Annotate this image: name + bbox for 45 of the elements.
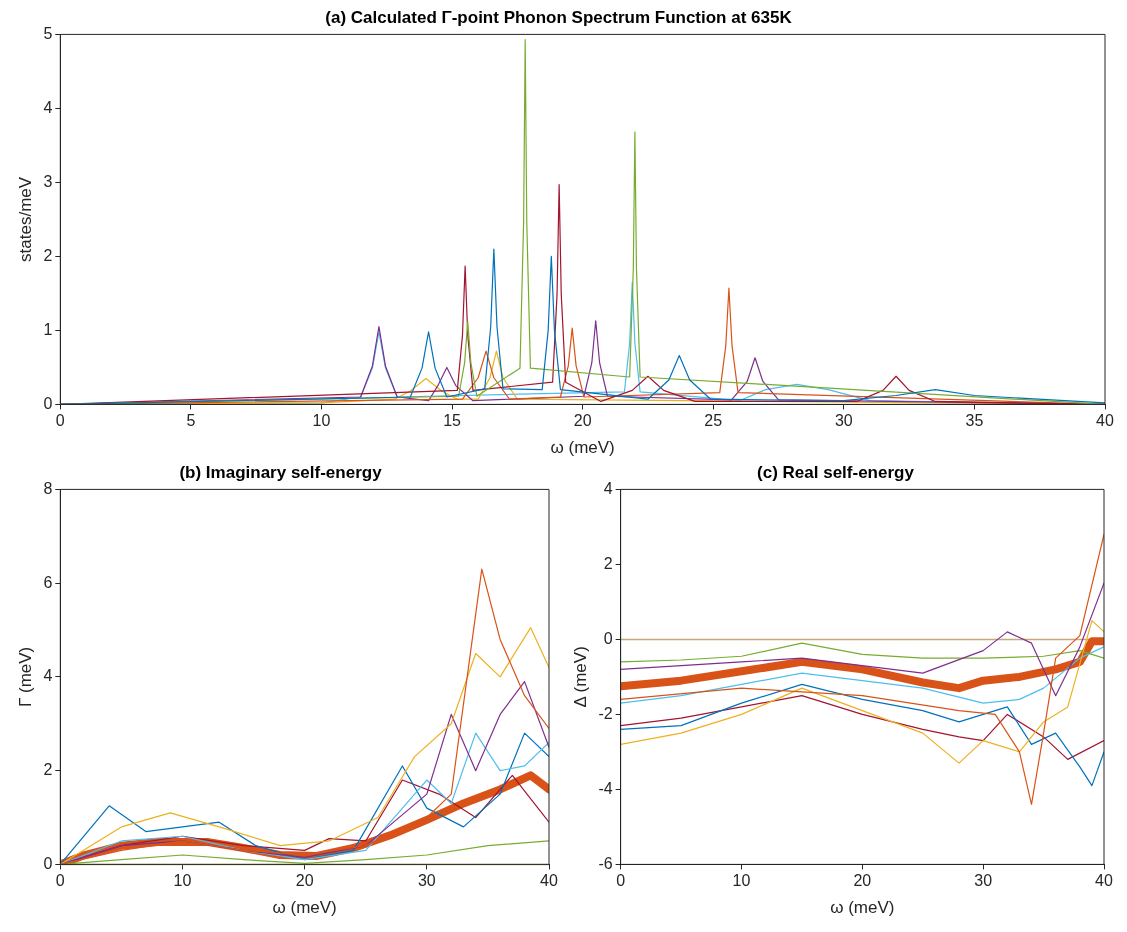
y-axis-title: Δ (meV) <box>570 646 590 708</box>
y-tick-label: 8 <box>43 479 53 497</box>
y-tick-label: 4 <box>43 98 53 116</box>
x-axis-title: ω (meV) <box>830 898 895 918</box>
x-axis-title: ω (meV) <box>550 438 615 458</box>
y-tick-label: 2 <box>603 554 613 572</box>
y-tick-label: 2 <box>43 761 53 779</box>
x-tick-label: 15 <box>443 412 462 430</box>
chart-title: (a) Calculated Γ-point Phonon Spectrum Function at 635K <box>325 7 793 27</box>
y-axis-title: Γ (meV) <box>15 646 35 708</box>
x-tick-label: 20 <box>573 412 592 430</box>
x-tick-label: 0 <box>55 872 65 890</box>
x-tick-label: 20 <box>295 872 314 890</box>
y-tick-label: 1 <box>43 320 53 338</box>
y-tick-label: 4 <box>603 479 613 497</box>
y-tick-label: 0 <box>43 854 53 872</box>
x-tick-label: 40 <box>1096 412 1114 430</box>
x-tick-label: 40 <box>1095 872 1113 890</box>
x-tick-label: 10 <box>173 872 192 890</box>
y-tick-label: 0 <box>43 394 53 412</box>
y-axis-title: states/meV <box>15 176 35 262</box>
x-tick-label: 10 <box>312 412 331 430</box>
y-tick-label: -6 <box>598 854 613 872</box>
x-axis-title: ω (meV) <box>272 898 337 918</box>
x-tick-label: 0 <box>55 412 65 430</box>
x-tick-label: 35 <box>965 412 984 430</box>
y-tick-label: 2 <box>43 246 53 264</box>
y-tick-label: -2 <box>598 704 613 722</box>
x-tick-label: 40 <box>540 872 558 890</box>
x-tick-label: 30 <box>974 872 993 890</box>
y-tick-label: 3 <box>43 172 53 190</box>
x-tick-label: 5 <box>186 412 196 430</box>
chart-title: (c) Real self-energy <box>757 462 915 482</box>
chart-title: (b) Imaginary self-energy <box>179 462 383 482</box>
x-tick-label: 0 <box>616 872 626 890</box>
y-tick-label: -4 <box>598 779 613 797</box>
x-tick-label: 30 <box>834 412 853 430</box>
y-tick-label: 5 <box>43 24 53 42</box>
x-tick-label: 10 <box>732 872 751 890</box>
y-tick-label: 6 <box>43 573 53 591</box>
x-tick-label: 25 <box>704 412 723 430</box>
y-tick-label: 4 <box>43 667 53 685</box>
x-tick-label: 30 <box>417 872 436 890</box>
y-tick-label: 0 <box>603 629 613 647</box>
x-tick-label: 20 <box>853 872 872 890</box>
